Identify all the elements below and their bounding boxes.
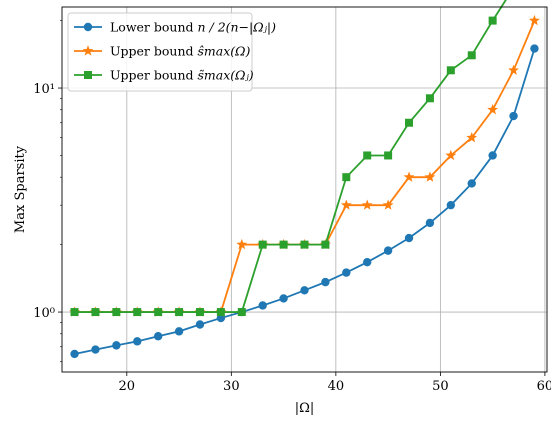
data-point: [530, 44, 539, 53]
data-point: [321, 277, 330, 287]
legend-label: Lower bound n / 2(n−|Ωⱼ|): [110, 20, 276, 35]
data-point: [195, 308, 204, 317]
data-point: [424, 171, 436, 182]
data-point: [487, 104, 499, 115]
data-point: [488, 16, 497, 25]
tick-layer: 20 30 40 50 60 10⁰ 10¹: [33, 20, 551, 394]
legend-entry: Upper bound ŝmax(Ω): [74, 44, 251, 59]
data-point: [361, 199, 373, 210]
legend-label: Upper bound s̃max(Ωⱼ): [110, 68, 254, 83]
x-tick-label: 40: [328, 379, 345, 394]
data-point: [508, 64, 519, 75]
data-point: [405, 118, 414, 127]
data-point: [300, 240, 309, 249]
data-point: [446, 200, 456, 210]
data-point: [466, 132, 478, 143]
data-point: [467, 51, 476, 60]
x-tick-label: 60: [537, 379, 551, 394]
data-point: [258, 240, 267, 249]
data-point: [404, 233, 414, 243]
data-point: [133, 337, 142, 346]
data-point: [112, 341, 121, 350]
data-point: [403, 171, 415, 182]
legend-label: Upper bound ŝmax(Ω): [110, 44, 251, 59]
legend-entry: Lower bound n / 2(n−|Ωⱼ|): [74, 20, 276, 35]
data-point: [383, 246, 393, 255]
series-square: [70, 0, 507, 317]
data-point: [195, 320, 205, 329]
data-point: [321, 240, 330, 249]
legend-entry: Upper bound s̃max(Ωⱼ): [74, 68, 254, 83]
data-point: [529, 14, 540, 26]
data-point: [363, 151, 372, 160]
data-point: [91, 345, 100, 354]
data-point: [237, 308, 246, 317]
x-tick-label: 30: [223, 379, 240, 394]
data-point: [445, 149, 457, 161]
plot-frame: [61, 6, 548, 373]
data-point: [384, 151, 393, 160]
x-tick-label: 20: [119, 379, 136, 394]
data-point: [446, 66, 455, 75]
legend: Lower bound n / 2(n−|Ωⱼ|) Upper bound ŝma…: [67, 12, 276, 92]
data-point: [258, 301, 267, 310]
data-point: [342, 268, 351, 277]
y-axis-label: Max Sparsity: [13, 145, 28, 233]
data-point: [91, 308, 100, 317]
data-point: [467, 179, 476, 188]
data-point: [154, 308, 163, 317]
series-layer: [69, 0, 540, 359]
x-axis-label: |Ω|: [295, 401, 315, 416]
data-point: [425, 94, 434, 103]
series-line: [74, 48, 536, 355]
data-point: [509, 111, 518, 121]
data-point: [342, 173, 351, 182]
data-point: [236, 238, 248, 250]
data-point: [84, 71, 92, 79]
y-tick-label: 10⁰: [33, 306, 55, 321]
data-point: [112, 308, 121, 317]
data-point: [279, 240, 288, 249]
legend-items: Lower bound n / 2(n−|Ωⱼ|) Upper bound ŝma…: [74, 20, 276, 83]
data-point: [279, 294, 288, 303]
data-point: [70, 349, 79, 359]
data-point: [153, 332, 163, 341]
data-point: [133, 308, 142, 317]
data-point: [425, 218, 435, 228]
data-point: [488, 151, 497, 160]
data-point: [174, 327, 184, 336]
data-point: [340, 199, 352, 210]
data-point: [300, 286, 309, 295]
data-point: [175, 308, 184, 317]
legend-box: [67, 12, 253, 92]
data-point: [70, 308, 79, 317]
data-point: [382, 199, 394, 210]
x-tick-label: 50: [432, 379, 449, 394]
data-point: [83, 22, 93, 32]
data-point: [82, 45, 94, 56]
data-point: [216, 308, 225, 317]
data-point: [363, 257, 372, 267]
y-tick-label: 10¹: [33, 82, 55, 97]
